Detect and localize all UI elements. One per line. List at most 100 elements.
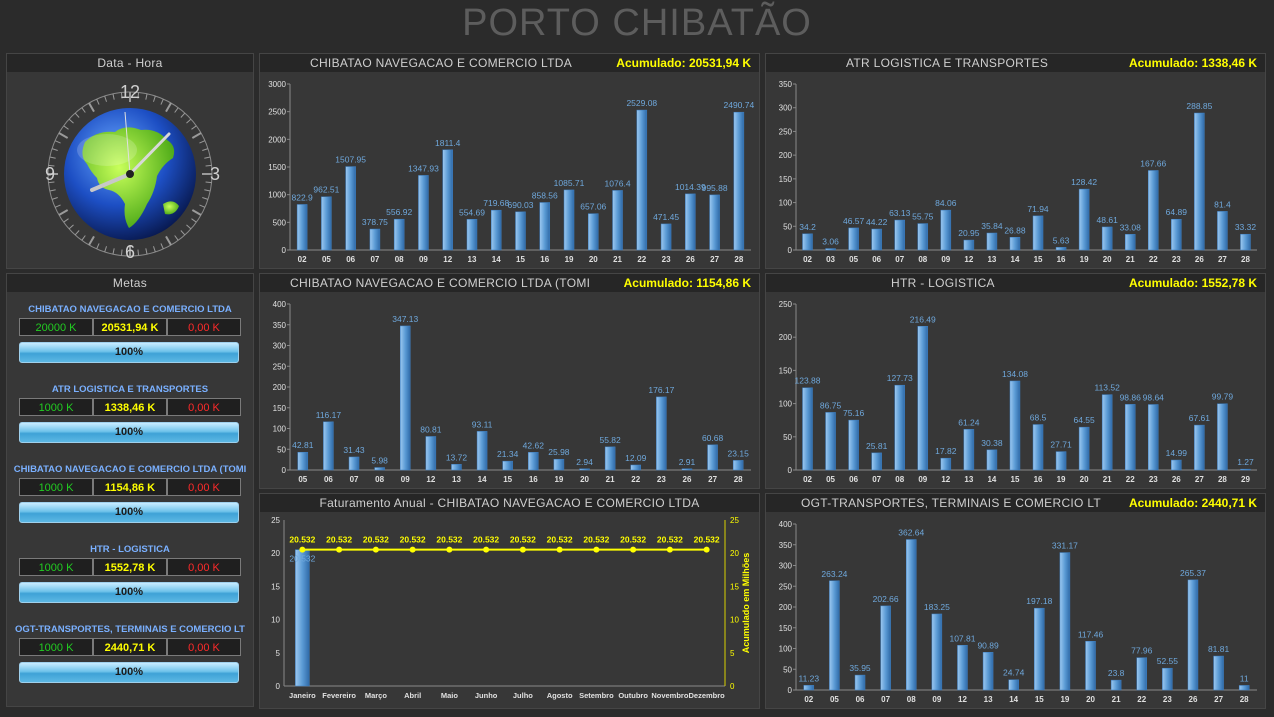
x-tick-label: 15 [1034,255,1043,264]
bar [1194,424,1205,471]
x-tick-label: 16 [1057,255,1066,264]
bar [1213,655,1224,691]
bar [1078,188,1090,251]
bar [709,194,720,251]
meta-progress-bar: 100% [19,422,239,443]
bar-value-label: 98.86 [1120,392,1142,402]
x-tick-label: 23 [662,255,671,264]
bar-value-label: 690.03 [508,200,534,210]
line-value-label: 20.532 [363,535,389,545]
x-tick-label: 05 [298,475,307,484]
hour-hand [90,172,132,192]
bar [348,456,360,471]
x-tick-label: 13 [984,695,993,704]
bar [802,233,813,251]
bar-value-label: 113.52 [1094,383,1120,393]
bar-value-label: 23.8 [1108,668,1125,678]
bar [490,209,502,251]
bar [295,549,310,687]
y-tick-label: 2000 [268,135,286,144]
bar-value-label: 167.66 [1140,158,1166,168]
y-tick-label: 15 [271,582,280,591]
line-value-label: 20.532 [473,535,499,545]
bar [825,412,836,471]
x-tick-label: 05 [826,475,835,484]
x-tick-label: 15 [503,475,512,484]
bar-value-label: 657.06 [580,202,606,212]
line-value-label: 20.532 [694,535,720,545]
bar [476,431,488,471]
x-tick-label: 16 [1034,475,1043,484]
x-tick-label: 03 [826,255,835,264]
bar [442,149,453,251]
y-tick-label: 2500 [268,108,286,117]
chart-title-c2: ATR LOGISTICA E TRANSPORTES [846,56,1049,70]
bar [871,452,882,471]
meta-progress-bar: 100% [19,582,239,603]
bar [1194,112,1205,251]
bar [1008,679,1019,691]
bar-value-label: 27.71 [1050,440,1072,450]
x-tick-label: Março [365,691,388,700]
y-tick-label: 20 [271,549,280,558]
x-tick-label: 16 [540,255,549,264]
second-hand [124,111,131,175]
x-tick-label: 19 [1057,475,1066,484]
accumulated-c1: Acumulado: 20531,94 K [616,56,751,70]
meta-difference-cell: 0,00 K [167,318,241,336]
bar [418,175,429,251]
bar-value-label: 11 [1240,673,1249,683]
x-tick-label: 09 [941,255,950,264]
x-tick-label: 12 [443,255,452,264]
x-tick-label: 28 [734,255,743,264]
meta-name: CHIBATAO NAVEGACAO E COMERCIO LTDA [28,304,232,315]
bar-chart-c1: 0 500 1000 1500 2000 2500 3000 822.9 02 962.51 05 1… [268,80,754,264]
bar-value-label: 176.17 [648,385,674,395]
chart-panel-c5: Faturamento Anual - CHIBATAO NAVEGACAO E… [259,493,760,709]
meta-name: ATR LOGISTICA E TRANSPORTES [51,384,209,395]
bar-value-label: 362.64 [898,528,924,538]
y2-tick-label: 0 [730,682,735,691]
y-tick-label: 0 [282,246,287,255]
bar-value-label: 107.81 [949,633,975,643]
bar [553,458,565,471]
bar-value-label: 20.95 [958,228,980,238]
clock: 12 3 6 9 [45,82,220,262]
bar-value-label: 378.75 [362,217,388,227]
clock-panel: Data - Hora 12 3 6 9 [6,53,254,269]
bar-value-label: 31.43 [343,445,365,455]
bar [1148,170,1159,251]
bar [1240,233,1251,251]
y-tick-label: 100 [273,425,287,434]
bar [1171,459,1182,471]
bar-value-label: 3.06 [822,237,839,247]
bar-value-label: 75.16 [843,408,865,418]
x-tick-label: 06 [856,695,865,704]
y2-tick-label: 15 [730,582,739,591]
bar [393,218,405,251]
line-value-label: 20.532 [657,535,683,545]
bar-value-label: 44.22 [866,217,888,227]
bar-value-label: 2.94 [576,457,593,467]
y-tick-label: 50 [783,222,792,231]
clock-title: Data - Hora [97,56,163,70]
y-tick-label: 0 [282,466,287,475]
continent-small-shape [163,201,179,215]
x-tick-label: Julho [513,691,533,700]
bar-value-label: 822.9 [291,192,313,202]
line-point [556,546,563,553]
meta-target-cell: 20000 K [19,318,93,336]
bar [848,227,859,251]
y-tick-label: 400 [273,300,287,309]
bar-value-label: 995.88 [702,183,728,193]
clock-ticks [48,92,212,256]
bar [323,421,334,471]
y-tick-label: 0 [276,682,281,691]
x-tick-label: 02 [803,475,812,484]
bar [466,219,478,251]
line-value-label: 20.532 [289,535,315,545]
bar [707,444,718,471]
bar [957,645,968,691]
x-tick-label: 15 [1011,475,1020,484]
bar-value-label: 331.17 [1052,541,1078,551]
